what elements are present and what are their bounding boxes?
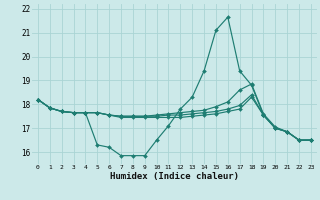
X-axis label: Humidex (Indice chaleur): Humidex (Indice chaleur) [110,172,239,181]
